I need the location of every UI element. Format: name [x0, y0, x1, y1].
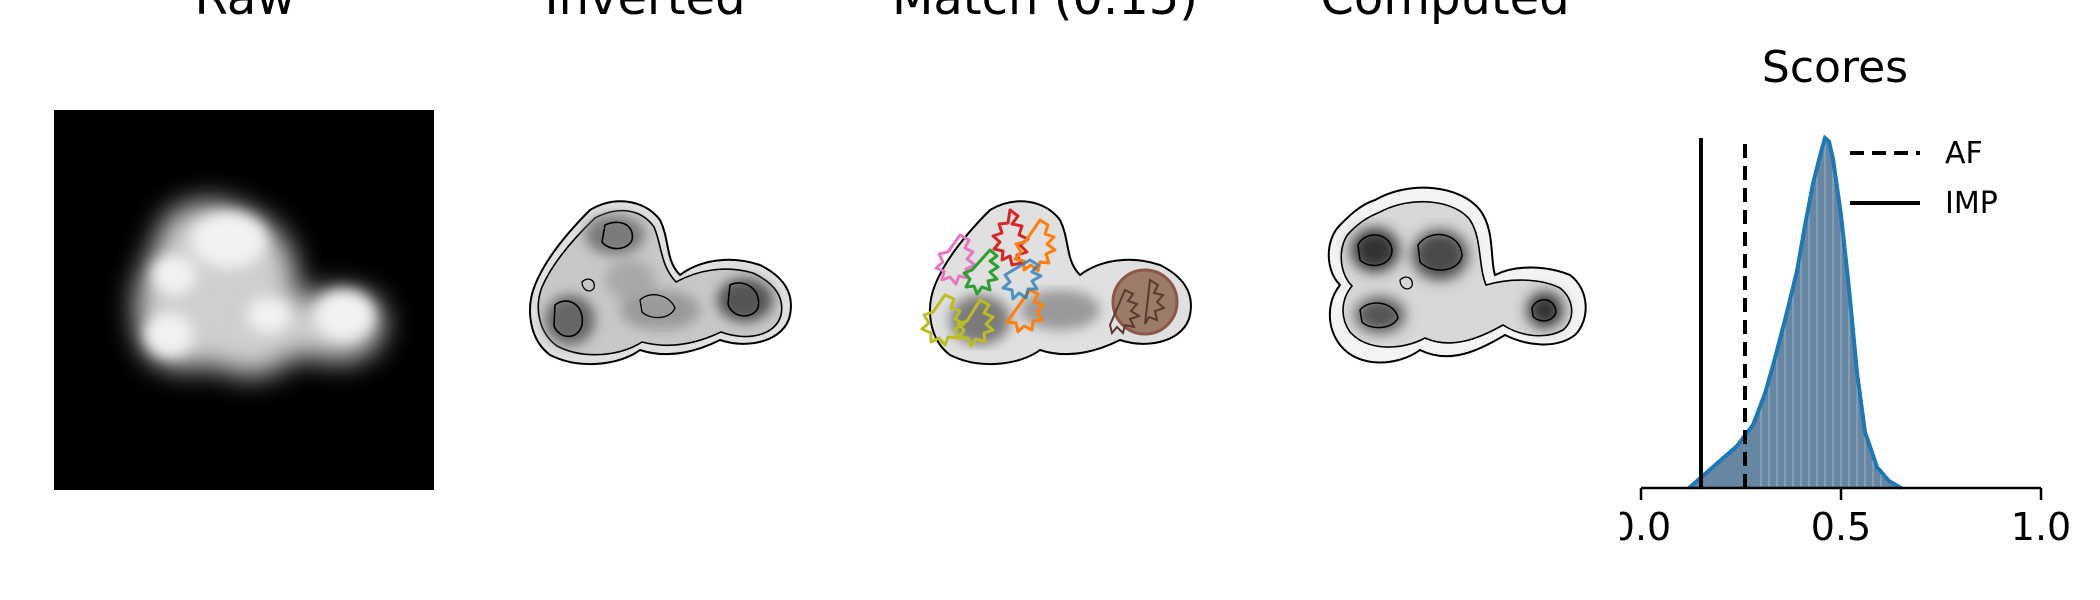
chart-title: Scores [1762, 42, 1908, 93]
raw-image [54, 110, 434, 490]
inverted-map [529, 200, 792, 366]
computed-title: Computed [1320, 0, 1569, 22]
x-tick-label: 1.0 [2011, 505, 2071, 549]
match-map [920, 200, 1192, 366]
legend-label-af: AF [1945, 136, 1983, 171]
chain-pink [934, 233, 977, 286]
chain-orange [1005, 218, 1057, 334]
scores-chart: Scores 0.0 0.5 1.0 AF IMP [1620, 42, 2071, 549]
chain-gold [920, 293, 995, 348]
x-tick-label: 0.5 [1811, 505, 1871, 549]
match-title: Match (0.15) [892, 0, 1198, 22]
chain-red [991, 208, 1030, 267]
density-area [1689, 138, 1901, 488]
histogram-bars [1760, 138, 1882, 488]
computed-map [1327, 186, 1587, 364]
chain-brown [1111, 268, 1179, 336]
chain-green [962, 248, 1000, 296]
inverted-title: Inverted [544, 0, 745, 22]
chain-blue [1001, 258, 1043, 301]
legend-label-imp: IMP [1945, 186, 1998, 221]
x-tick-label: 0.0 [1620, 505, 1671, 549]
raw-title: Raw [195, 0, 296, 22]
legend: AF IMP [1850, 136, 1998, 221]
